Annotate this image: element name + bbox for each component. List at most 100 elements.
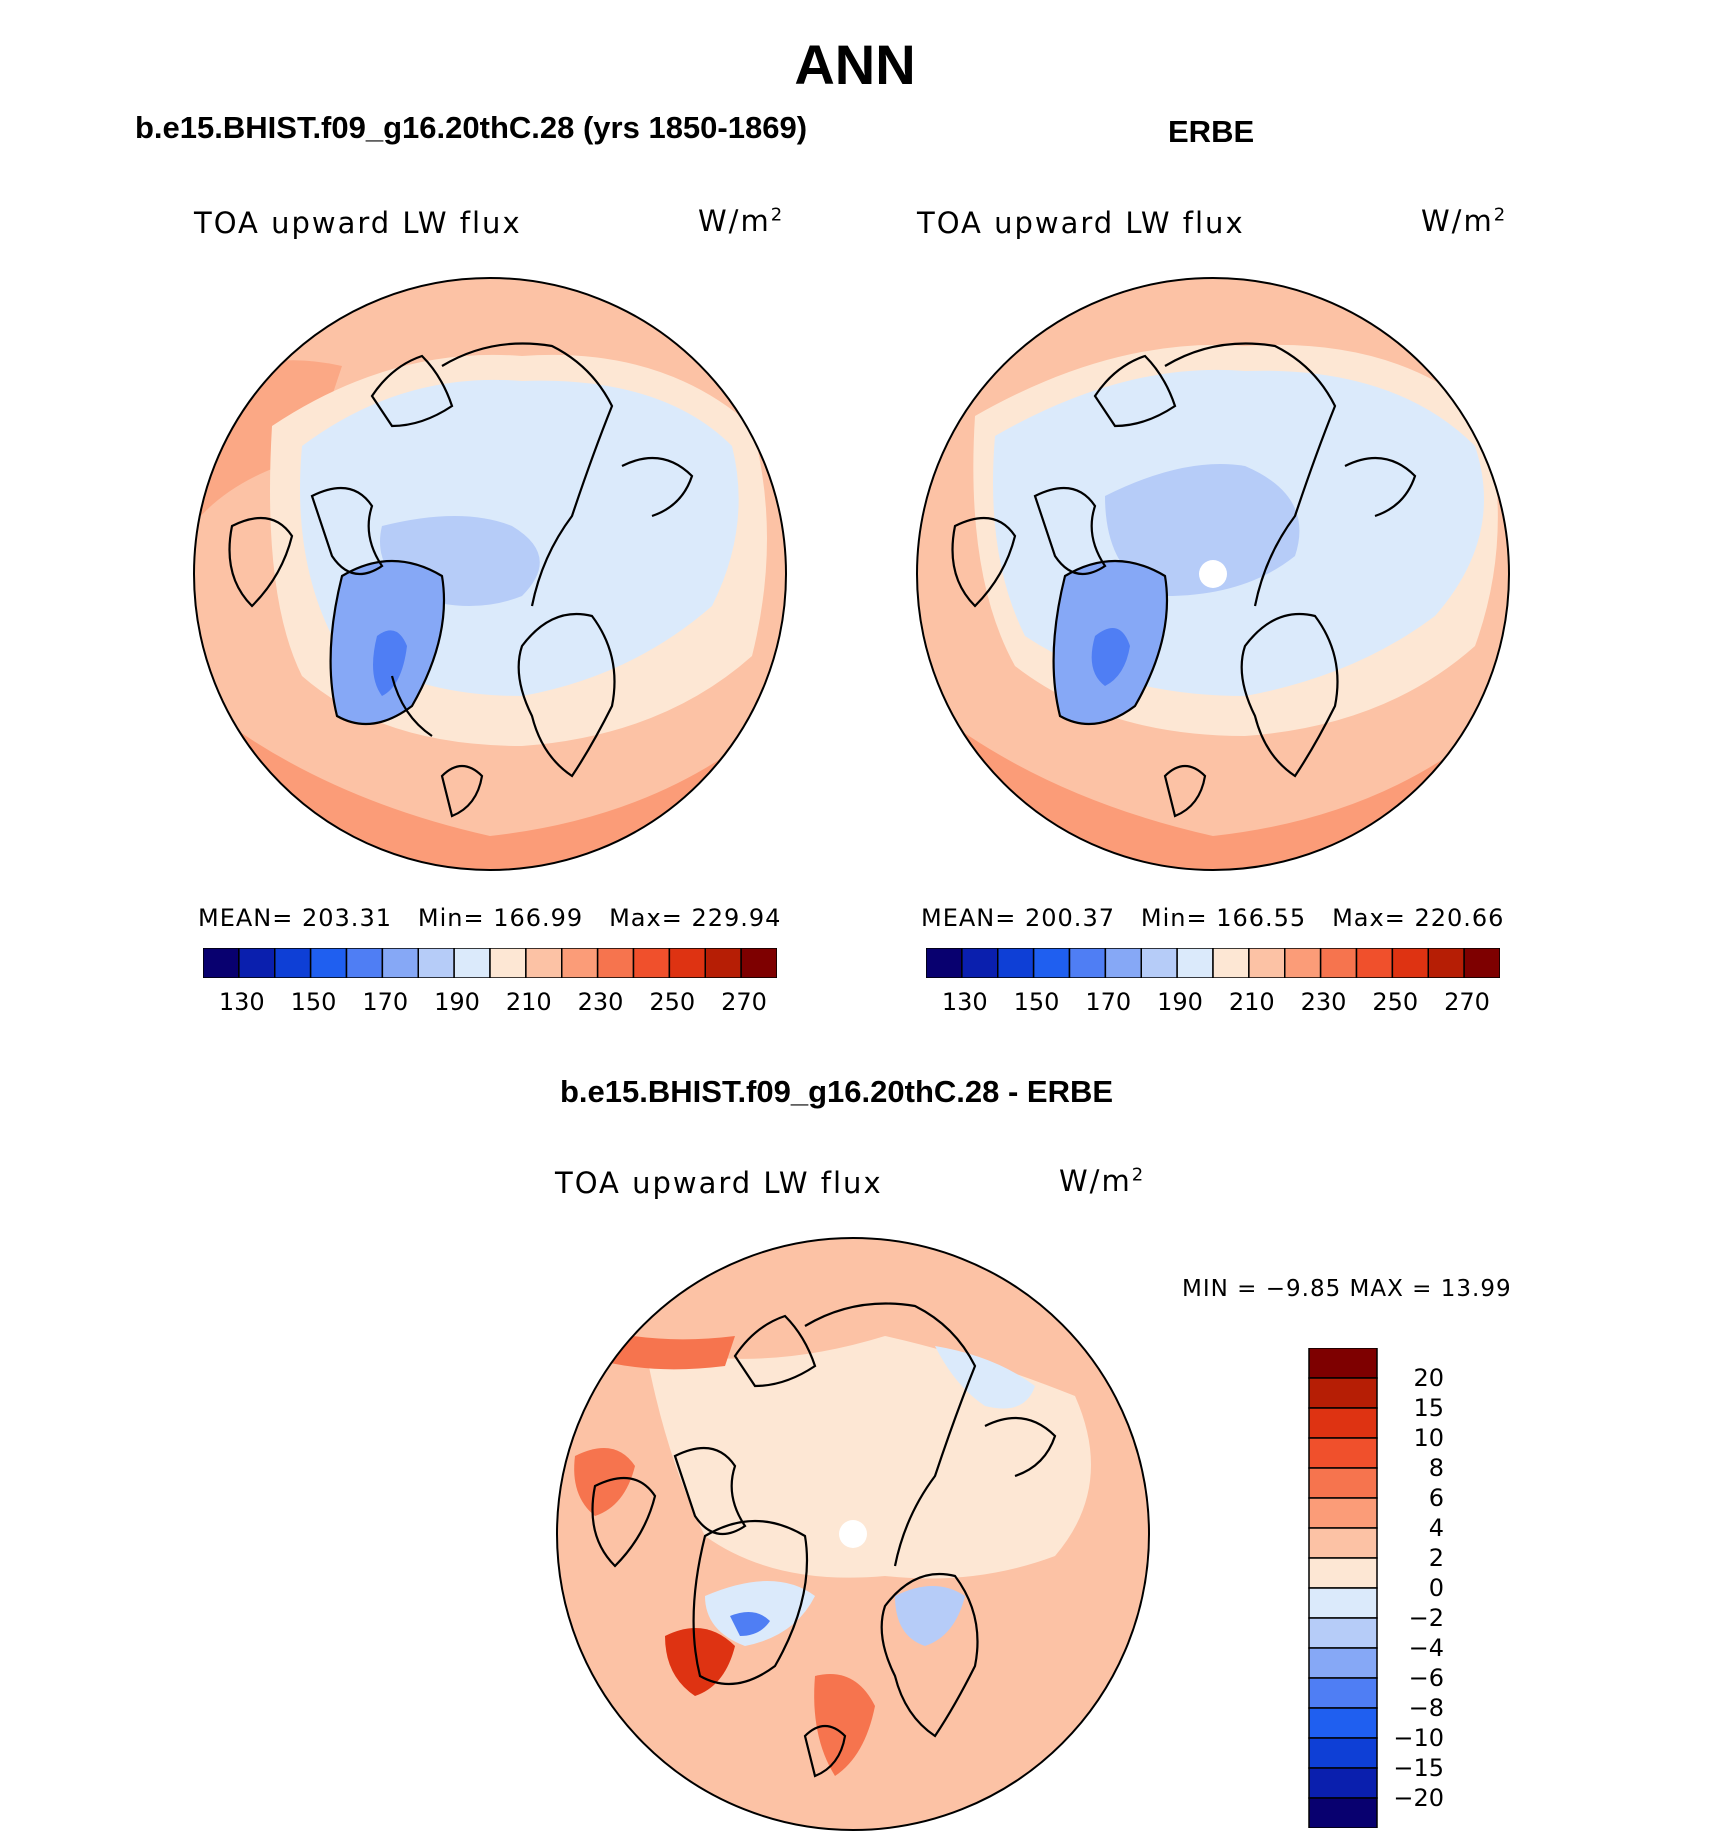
colorbar-swatch — [1308, 1797, 1378, 1828]
colorbar-tick-label: 250 — [1372, 988, 1419, 1016]
page-title: ANN — [794, 33, 916, 96]
colorbar-swatch — [417, 948, 455, 978]
colorbar-swatch — [1032, 948, 1071, 978]
colorbar-diff — [1308, 1348, 1378, 1828]
colorbar-swatch — [345, 948, 384, 978]
map-fill-warm-patch — [814, 1674, 875, 1776]
colorbar-swatch — [489, 948, 527, 978]
colorbar-swatch — [1308, 1348, 1378, 1379]
colorbar-tick-label: 130 — [941, 988, 988, 1016]
stats-model: MEAN= 203.31 Min= 166.99 Max= 229.94 — [198, 904, 782, 932]
colorbar-swatch — [926, 948, 963, 978]
variable-label-obs: TOA upward LW flux — [917, 206, 1245, 240]
polar-map-obs — [916, 277, 1510, 871]
colorbar-model — [203, 948, 777, 978]
colorbar-swatch — [997, 948, 1035, 978]
map-fill-south-warm — [194, 696, 786, 870]
colorbar-tick-label: −15 — [1393, 1754, 1444, 1782]
colorbar-tick-label: 150 — [290, 988, 337, 1016]
colorbar-tick-label: −2 — [1408, 1604, 1444, 1632]
colorbar-swatch — [1248, 948, 1286, 978]
colorbar-swatch — [1355, 948, 1394, 978]
colorbar-swatch — [961, 948, 999, 978]
coastlines — [591, 1302, 1057, 1778]
map-fill-warm-core — [665, 1628, 735, 1696]
colorbar-tick-label: 170 — [1085, 988, 1132, 1016]
colorbar-tick-label: 270 — [721, 988, 767, 1016]
colorbar-tick-label: 4 — [1428, 1514, 1444, 1542]
colorbar-tick-label: 15 — [1413, 1394, 1444, 1422]
colorbar-swatch — [1140, 948, 1178, 978]
colorbar-tick-label: 210 — [505, 988, 552, 1016]
colorbar-tick-label: 270 — [1444, 988, 1490, 1016]
colorbar-swatch — [1176, 948, 1214, 978]
map-fill-cool-patch — [895, 1586, 965, 1646]
map-border — [916, 277, 1510, 871]
colorbar-tick-label: 170 — [362, 988, 409, 1016]
colorbar-tick-label: −20 — [1393, 1784, 1444, 1812]
panel-title-obs: ERBE — [1168, 114, 1255, 149]
colorbar-tick-label: −8 — [1408, 1694, 1444, 1722]
colorbar-ticks-diff: 20 15 10 8 6 4 2 0 −2 −4 −6 −8 −10 −15 −20 — [1386, 1348, 1476, 1828]
colorbar-swatch — [1308, 1407, 1378, 1439]
colorbar-swatch — [561, 948, 599, 978]
colorbar-swatch — [1308, 1707, 1378, 1739]
colorbar-swatch — [596, 948, 635, 978]
colorbar-tick-label: 130 — [218, 988, 265, 1016]
colorbar-swatch — [1068, 948, 1107, 978]
panel-title-diff: b.e15.BHIST.f09_g16.20thC.28 - ERBE — [560, 1074, 1114, 1109]
colorbar-swatch — [1319, 948, 1358, 978]
colorbar-swatch — [1463, 948, 1500, 978]
colorbar-swatch — [238, 948, 276, 978]
variable-label-diff: TOA upward LW flux — [555, 1166, 883, 1200]
colorbar-swatch — [1104, 948, 1142, 978]
map-fill-south-warm — [917, 696, 1509, 870]
colorbar-swatch — [1308, 1767, 1378, 1799]
panel-title-model: b.e15.BHIST.f09_g16.20thC.28 (yrs 1850-1… — [135, 110, 808, 145]
colorbar-tick-label: 230 — [1300, 988, 1347, 1016]
map-fill-greenland-core — [1091, 628, 1130, 686]
colorbar-tick-label: −4 — [1408, 1634, 1444, 1662]
colorbar-swatch — [1308, 1737, 1378, 1769]
colorbar-swatch — [1391, 948, 1429, 978]
colorbar-tick-label: 2 — [1428, 1544, 1444, 1572]
colorbar-tick-label: 250 — [649, 988, 696, 1016]
colorbar-swatch — [740, 948, 777, 978]
colorbar-tick-label: 6 — [1428, 1484, 1444, 1512]
colorbar-swatch — [309, 948, 348, 978]
coastlines — [951, 342, 1417, 818]
polar-map-diff — [556, 1237, 1150, 1831]
map-fill-cool-patch — [935, 1346, 1035, 1409]
units-label-diff: W/m2 — [1059, 1164, 1146, 1198]
variable-label-model: TOA upward LW flux — [194, 206, 522, 240]
polar-hole — [839, 1520, 867, 1548]
minmax-diff: MIN = −9.85 MAX = 13.99 — [1182, 1276, 1512, 1302]
colorbar-tick-label: 20 — [1413, 1364, 1444, 1392]
colorbar-swatch — [668, 948, 706, 978]
colorbar-swatch — [381, 948, 419, 978]
colorbar-swatch — [632, 948, 671, 978]
colorbar-tick-label: 190 — [434, 988, 480, 1016]
colorbar-tick-label: 150 — [1013, 988, 1060, 1016]
colorbar-tick-label: 10 — [1413, 1424, 1444, 1452]
colorbar-ticks-model: 130 150 170 190 210 230 250 270 — [203, 988, 777, 1018]
colorbar-swatch — [1427, 948, 1465, 978]
colorbar-swatch — [1308, 1557, 1378, 1589]
colorbar-swatch — [1308, 1497, 1378, 1529]
stats-obs: MEAN= 200.37 Min= 166.55 Max= 220.66 — [921, 904, 1505, 932]
map-border — [556, 1237, 1150, 1831]
colorbar-swatch — [1212, 948, 1250, 978]
colorbar-swatch — [1308, 1467, 1378, 1499]
map-border — [193, 277, 787, 871]
polar-hole — [1199, 560, 1227, 588]
map-fill-cool-core — [730, 1612, 770, 1636]
colorbar-ticks-obs: 130 150 170 190 210 230 250 270 — [926, 988, 1500, 1018]
map-fill-cool-patch — [705, 1581, 815, 1646]
colorbar-swatch — [1308, 1377, 1378, 1409]
colorbar-swatch — [525, 948, 563, 978]
colorbar-tick-label: 210 — [1228, 988, 1275, 1016]
colorbar-swatch — [203, 948, 240, 978]
colorbar-tick-label: −6 — [1408, 1664, 1444, 1692]
colorbar-swatch — [274, 948, 312, 978]
colorbar-obs — [926, 948, 1500, 978]
